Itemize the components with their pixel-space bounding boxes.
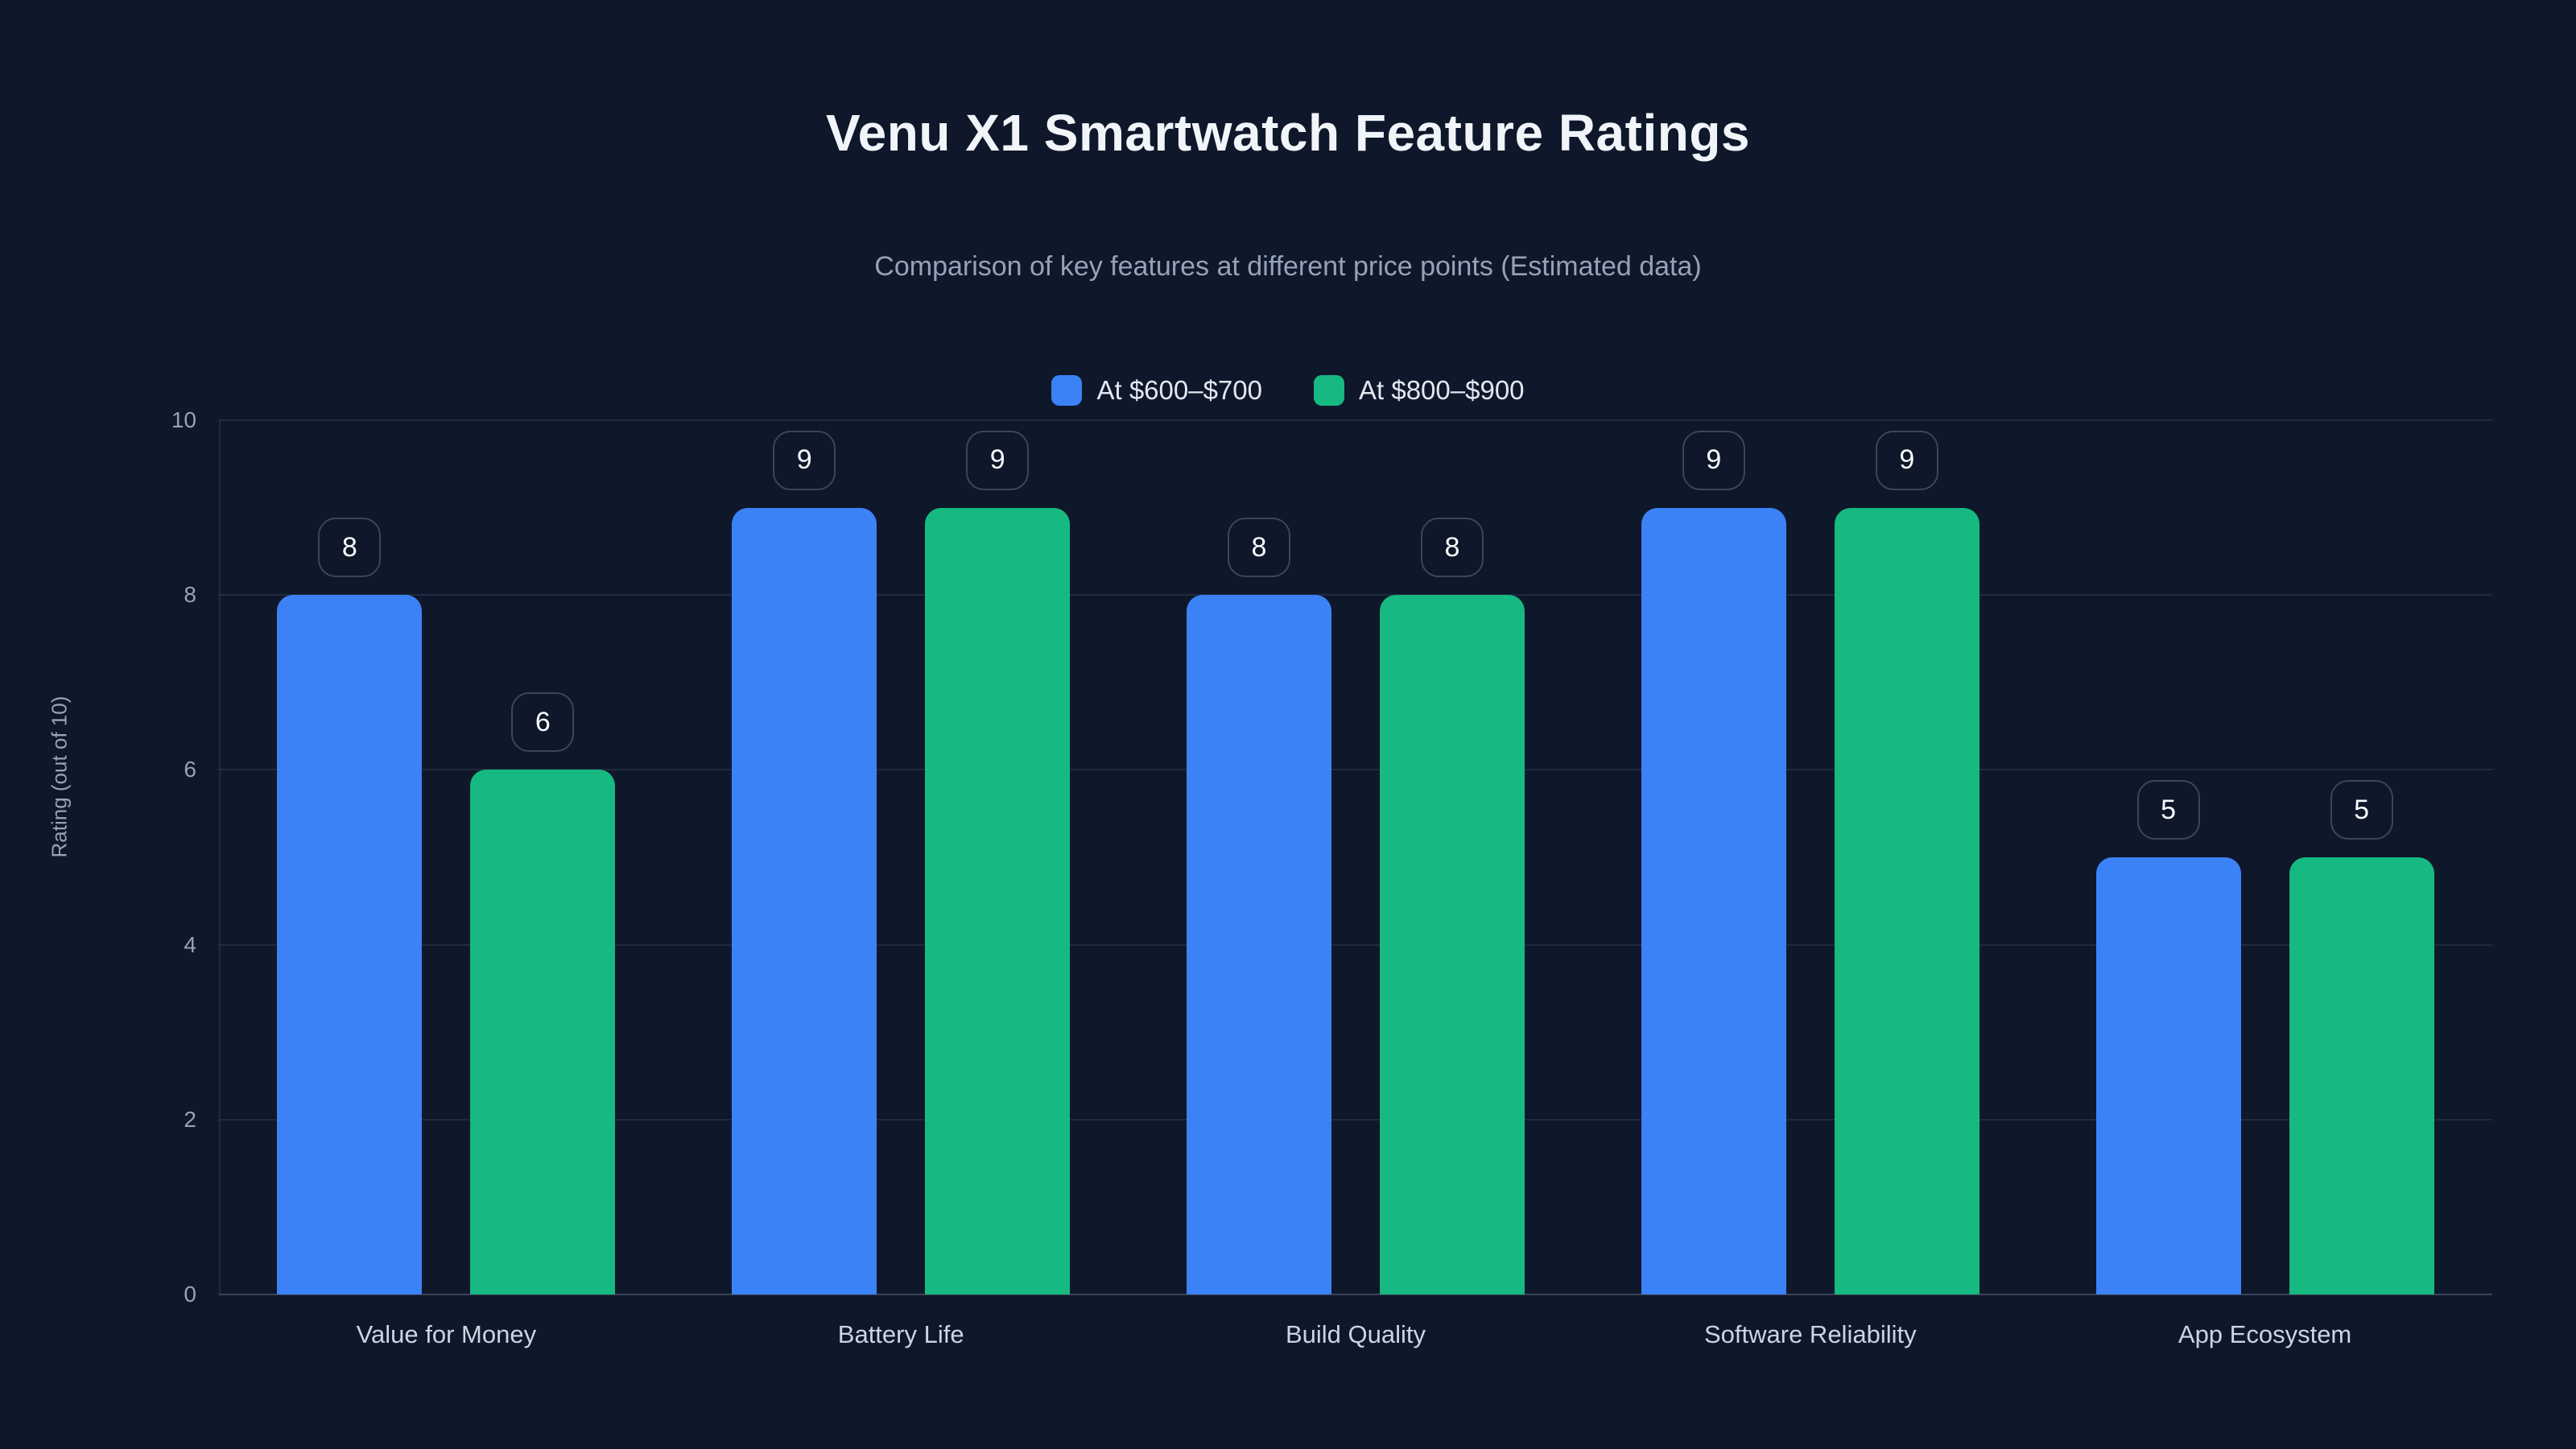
chart-subtitle: Comparison of key features at different … <box>874 251 1702 282</box>
value-badge: 5 <box>2330 780 2393 840</box>
gridline-2 <box>219 1118 2492 1121</box>
gridline-6 <box>219 769 2492 771</box>
value-badge: 8 <box>1228 518 1290 578</box>
value-badge: 9 <box>966 430 1030 490</box>
y-tick-0: 0 <box>184 1282 196 1307</box>
bar-software-reliability-series-1[interactable] <box>1834 507 1979 1294</box>
value-badge: 5 <box>2136 780 2200 840</box>
bar-battery-life-series-0[interactable] <box>732 507 877 1294</box>
y-tick-6: 6 <box>184 757 196 782</box>
legend-item-800-900[interactable]: At $800–$900 <box>1314 375 1525 406</box>
chart-legend: At $600–$700 At $800–$900 <box>0 375 2576 406</box>
y-axis-line <box>219 420 221 1294</box>
x-category-label: Software Reliability <box>1703 1320 1917 1348</box>
legend-label-800-900: At $800–$900 <box>1359 375 1525 405</box>
bar-app-ecosystem-series-0[interactable] <box>2095 857 2241 1294</box>
legend-item-600-700[interactable]: At $600–$700 <box>1051 375 1262 406</box>
value-badge: 6 <box>511 692 575 753</box>
legend-swatch-green-icon <box>1314 375 1344 406</box>
gridline-8 <box>219 594 2492 597</box>
bar-app-ecosystem-series-1[interactable] <box>2289 857 2434 1294</box>
y-tick-8: 8 <box>184 582 196 608</box>
value-badge: 9 <box>773 430 836 490</box>
value-badge: 9 <box>1875 430 1938 490</box>
bar-build-quality-series-0[interactable] <box>1187 595 1331 1294</box>
bar-value-for-money-series-1[interactable] <box>470 770 616 1294</box>
x-category-label: Value for Money <box>356 1320 537 1348</box>
chart-title: Venu X1 Smartwatch Feature Ratings <box>826 104 1750 162</box>
y-tick-10: 10 <box>171 407 196 432</box>
gridline-0 <box>219 1294 2492 1295</box>
bar-build-quality-series-1[interactable] <box>1380 595 1525 1294</box>
y-tick-4: 4 <box>184 931 196 957</box>
value-badge: 9 <box>1682 430 1745 490</box>
value-badge: 8 <box>318 518 382 578</box>
bar-value-for-money-series-0[interactable] <box>277 595 423 1294</box>
gridline-10 <box>219 419 2492 421</box>
legend-swatch-blue-icon <box>1051 375 1083 406</box>
y-tick-2: 2 <box>184 1106 196 1132</box>
x-category-label: Battery Life <box>837 1320 964 1348</box>
gridline-4 <box>219 943 2492 946</box>
legend-label-600-700: At $600–$700 <box>1096 375 1262 405</box>
bar-battery-life-series-1[interactable] <box>925 507 1071 1294</box>
bar-software-reliability-series-0[interactable] <box>1641 507 1786 1294</box>
x-category-label: App Ecosystem <box>2178 1320 2352 1348</box>
x-category-label: Build Quality <box>1285 1320 1426 1348</box>
plot-area <box>219 419 2492 1295</box>
value-badge: 8 <box>1421 518 1484 578</box>
